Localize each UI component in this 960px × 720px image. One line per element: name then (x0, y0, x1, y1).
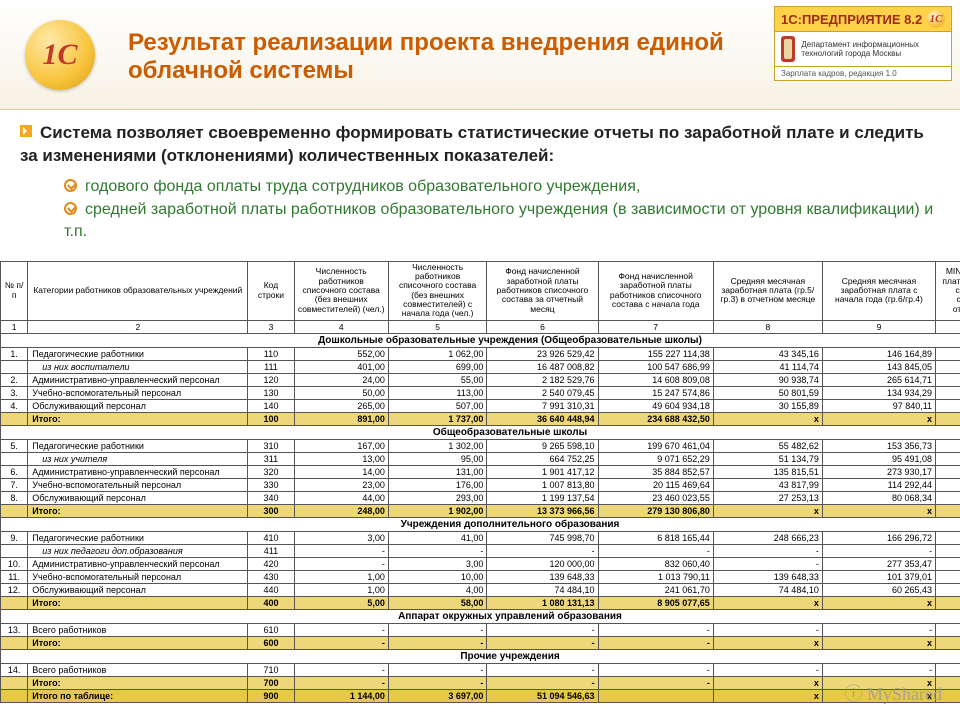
product-badge: 1С:ПРЕДПРИЯТИЕ 8.2 1C Департамент информ… (770, 0, 960, 109)
slide-body: Система позволяет своевременно формирова… (0, 110, 960, 255)
section-total-row: Итого:600----xxx (1, 636, 960, 649)
badge-department: Департамент информационных технологий го… (801, 40, 945, 58)
logo-1c: 1С (25, 20, 95, 90)
section-title-row: Общеобразовательные школы (1, 425, 960, 439)
table-row: 13.Всего работников610------ (1, 623, 960, 636)
table-row: 2.Административно-управленческий персона… (1, 373, 960, 386)
title-block: Результат реализации проекта внедрения е… (120, 0, 770, 109)
table-row: 4.Обслуживающий персонал140265,00507,007… (1, 399, 960, 412)
table-header-row: № п/пКатегории работников образовательны… (1, 261, 960, 320)
slide-title: Результат реализации проекта внедрения е… (128, 29, 760, 84)
table-row: 14.Всего работников710------ (1, 663, 960, 676)
column-header: Фонд начисленной заработной платы работн… (598, 261, 713, 320)
bullet-item: годового фонда оплаты труда сотрудников … (64, 176, 940, 198)
table-row: 8.Обслуживающий персонал34044,00293,001 … (1, 491, 960, 504)
section-total-row: Итого:4005,0058,001 080 131,138 905 077,… (1, 596, 960, 609)
check-circle-icon (64, 179, 77, 192)
column-header: Средняя месячная заработная плата с нача… (822, 261, 935, 320)
section-title-row: Учреждения дополнительного образования (1, 517, 960, 531)
column-number: 5 (388, 320, 487, 333)
table-row: из них учителя31113,0095,00664 752,259 0… (1, 452, 960, 465)
bullet-list: годового фонда оплаты труда сотрудников … (64, 176, 940, 243)
coat-of-arms-icon (781, 36, 795, 62)
bullet-item: средней заработной платы работников обра… (64, 199, 940, 242)
square-bullet-icon (20, 125, 32, 137)
column-number: 3 (248, 320, 294, 333)
slide-header: 1С Результат реализации проекта внедрени… (0, 0, 960, 110)
column-header: Категории работников образовательных учр… (28, 261, 248, 320)
column-number: 7 (598, 320, 713, 333)
section-title-row: Дошкольные образовательные учреждения (О… (1, 333, 960, 347)
logo-block: 1С (0, 0, 120, 109)
column-number: 9 (822, 320, 935, 333)
section-total-row: Итого:700----xxx (1, 676, 960, 689)
table-row: 11.Учебно-вспомогательный персонал4301,0… (1, 570, 960, 583)
lead-text: Система позволяет своевременно формирова… (20, 123, 924, 165)
column-number: 6 (487, 320, 598, 333)
section-total-row: Итого:100891,001 737,0036 640 448,94234 … (1, 412, 960, 425)
lead-paragraph: Система позволяет своевременно формирова… (20, 122, 940, 168)
column-number: 8 (713, 320, 822, 333)
column-header: № п/п (1, 261, 28, 320)
badge-product: 1С:ПРЕДПРИЯТИЕ 8.2 (781, 12, 922, 27)
table-row: 10.Административно-управленческий персон… (1, 557, 960, 570)
check-circle-icon (64, 202, 77, 215)
table-row: 7.Учебно-вспомогательный персонал33023,0… (1, 478, 960, 491)
section-title-row: Аппарат окружных управлений образования (1, 609, 960, 623)
column-number: 1 (1, 320, 28, 333)
column-number (936, 320, 960, 333)
table-row: 1.Педагогические работники110552,001 062… (1, 347, 960, 360)
table-row: 3.Учебно-вспомогательный персонал13050,0… (1, 386, 960, 399)
badge-mini-logo: 1C (927, 10, 945, 28)
watermark: ⓘ MyShared (845, 680, 943, 706)
table-row: из них воспитатели111401,00699,0016 487 … (1, 360, 960, 373)
badge-mid: Департамент информационных технологий го… (774, 32, 952, 67)
badge-subtitle: Зарплата кадров, редакция 1.0 (774, 67, 952, 81)
column-header: Фонд начисленной заработной платы работн… (487, 261, 598, 320)
column-number: 2 (28, 320, 248, 333)
table-row: 6.Административно-управленческий персона… (1, 465, 960, 478)
report-table: № п/пКатегории работников образовательны… (0, 261, 960, 703)
column-header: Численность работников списочного состав… (388, 261, 487, 320)
table-row: 9.Педагогические работники4103,0041,0074… (1, 531, 960, 544)
bullet-text: годового фонда оплаты труда сотрудников … (85, 178, 640, 195)
column-header: Численность работников списочного состав… (294, 261, 388, 320)
section-title-row: Прочие учреждения (1, 649, 960, 663)
table-row: 12.Обслуживающий персонал4401,004,0074 4… (1, 583, 960, 596)
section-total-row: Итого:300248,001 902,0013 373 966,56279 … (1, 504, 960, 517)
table-row: из них педагоги доп.образования411------ (1, 544, 960, 557)
watermark-text: MyShared (867, 684, 942, 704)
badge-top: 1С:ПРЕДПРИЯТИЕ 8.2 1C (774, 6, 952, 32)
bullet-text: средней заработной платы работников обра… (64, 201, 933, 240)
column-header: MIN заработная плата работников списочно… (936, 261, 960, 320)
column-number: 4 (294, 320, 388, 333)
column-number-row: 123456789 (1, 320, 960, 333)
table-row: 5.Педагогические работники310167,001 302… (1, 439, 960, 452)
report-table-wrap: № п/пКатегории работников образовательны… (0, 261, 960, 703)
column-header: Код строки (248, 261, 294, 320)
column-header: Средняя месячная заработная плата (гр.5/… (713, 261, 822, 320)
grand-total-row: Итого по таблице:9001 144,003 697,0051 0… (1, 689, 960, 702)
